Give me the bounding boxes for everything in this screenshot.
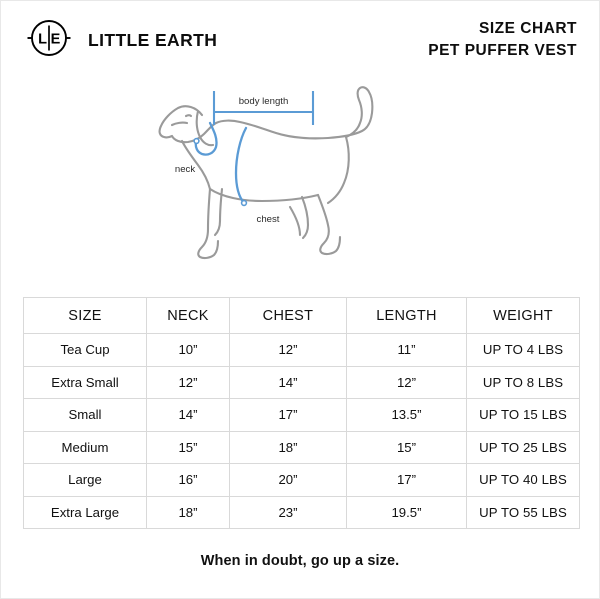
cell-weight: UP TO 55 LBS <box>466 495 580 529</box>
cell-length: 17” <box>346 463 467 497</box>
cell-neck: 14” <box>146 398 230 432</box>
brand-lockup: L E LITTLE EARTH <box>21 17 217 64</box>
brand-name: LITTLE EARTH <box>88 29 218 50</box>
cell-weight: UP TO 4 LBS <box>466 333 580 367</box>
cell-neck: 10” <box>146 333 230 367</box>
page-footer: When in doubt, go up a size. <box>1 553 599 569</box>
table-body: Tea Cup 10” 12” 11” UP TO 4 LBS Extra Sm… <box>23 333 580 529</box>
logo-letter-right: E <box>51 31 61 47</box>
cell-weight: UP TO 40 LBS <box>466 463 580 497</box>
cell-length: 11” <box>346 333 467 367</box>
cell-chest: 12” <box>229 333 347 367</box>
table-row: Extra Small 12” 14” 12” UP TO 8 LBS <box>23 365 580 399</box>
neck-label: neck <box>175 164 195 175</box>
cell-chest: 18” <box>229 430 347 464</box>
column-header-chest: CHEST <box>229 297 347 334</box>
table-row: Extra Large 18” 23” 19.5” UP TO 55 LBS <box>23 495 580 529</box>
cell-weight: UP TO 8 LBS <box>466 365 580 399</box>
table-header-row: SIZE NECK CHEST LENGTH WEIGHT <box>23 297 580 334</box>
cell-length: 15” <box>346 430 467 464</box>
size-chart-table: SIZE NECK CHEST LENGTH WEIGHT Tea Cup 10… <box>23 297 580 529</box>
cell-weight: UP TO 15 LBS <box>466 398 580 432</box>
logo-letter-left: L <box>38 31 47 47</box>
body-length-label: body length <box>239 96 289 107</box>
header-title-block: SIZE CHART PET PUFFER VEST <box>428 18 577 62</box>
cell-length: 12” <box>346 365 467 399</box>
chest-measure-endpoint <box>240 199 248 207</box>
dog-illustration-icon: body length neck chest <box>158 86 374 260</box>
cell-size: Extra Large <box>23 495 147 529</box>
cell-size: Small <box>23 398 147 432</box>
little-earth-logo-icon: L E <box>21 17 77 64</box>
cell-neck: 16” <box>146 463 230 497</box>
cell-size: Large <box>23 463 147 497</box>
column-header-neck: NECK <box>146 297 230 334</box>
cell-chest: 14” <box>229 365 347 399</box>
page-subtitle: PET PUFFER VEST <box>428 42 577 59</box>
cell-length: 13.5” <box>346 398 467 432</box>
cell-neck: 18” <box>146 495 230 529</box>
column-header-weight: WEIGHT <box>466 297 580 334</box>
column-header-length: LENGTH <box>346 297 467 334</box>
table-row: Medium 15” 18” 15” UP TO 25 LBS <box>23 430 580 464</box>
cell-neck: 12” <box>146 365 230 399</box>
neck-measure-endpoint <box>193 137 200 145</box>
cell-weight: UP TO 25 LBS <box>466 430 580 464</box>
size-chart-table-container: SIZE NECK CHEST LENGTH WEIGHT Tea Cup 10… <box>23 297 580 529</box>
cell-size: Tea Cup <box>23 333 147 367</box>
cell-chest: 20” <box>229 463 347 497</box>
cell-length: 19.5” <box>346 495 467 529</box>
chest-label: chest <box>257 214 280 225</box>
chest-measure-line <box>234 126 248 205</box>
body-length-measure-bracket <box>212 91 315 125</box>
table-row: Tea Cup 10” 12” 11” UP TO 4 LBS <box>23 333 580 367</box>
table-row: Small 14” 17” 13.5” UP TO 15 LBS <box>23 398 580 432</box>
cell-size: Medium <box>23 430 147 464</box>
dog-measurement-diagram: body length neck chest <box>1 77 599 289</box>
page-header: L E LITTLE EARTH SIZE CHART PET PUFFER V… <box>1 1 599 79</box>
cell-chest: 17” <box>229 398 347 432</box>
sizing-advice-note: When in doubt, go up a size. <box>200 553 400 569</box>
cell-size: Extra Small <box>23 365 147 399</box>
cell-neck: 15” <box>146 430 230 464</box>
neck-measure-line <box>194 121 218 156</box>
column-header-size: SIZE <box>23 297 147 334</box>
table-header: SIZE NECK CHEST LENGTH WEIGHT <box>23 297 580 334</box>
table-row: Large 16” 20” 17” UP TO 40 LBS <box>23 463 580 497</box>
cell-chest: 23” <box>229 495 347 529</box>
page-title: SIZE CHART <box>479 20 577 37</box>
